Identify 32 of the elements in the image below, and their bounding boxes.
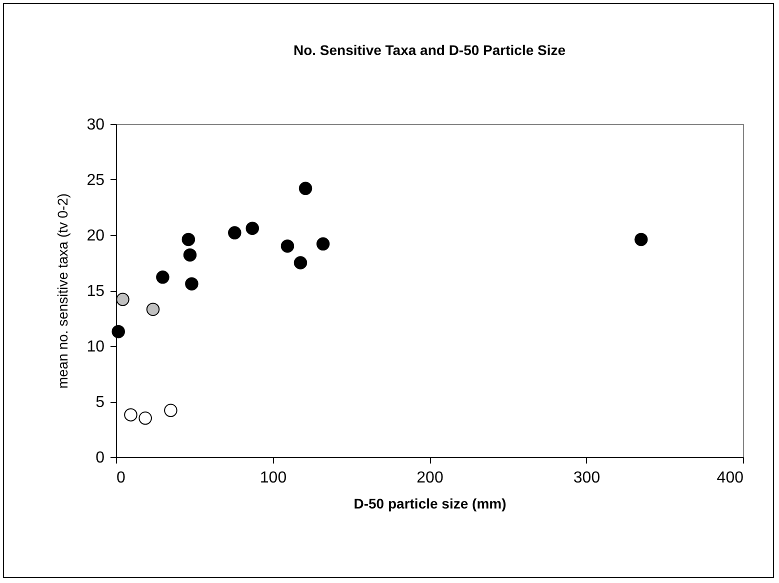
- x-tick-label: 200: [416, 470, 444, 486]
- x-axis-title: D-50 particle size (mm): [354, 496, 506, 512]
- chart-title: No. Sensitive Taxa and D-50 Particle Size: [293, 42, 566, 58]
- point: [112, 324, 125, 338]
- y-tick-label: 15: [86, 283, 105, 300]
- point: [294, 256, 308, 270]
- point: [138, 412, 152, 425]
- y-tick-label: 30: [86, 116, 105, 134]
- point: [246, 222, 259, 235]
- y-tick-label: 5: [96, 394, 105, 411]
- point: [634, 232, 648, 246]
- point: [298, 182, 312, 195]
- point: [182, 232, 196, 246]
- x-tick-label: 0: [116, 470, 126, 486]
- point: [164, 404, 178, 417]
- point: [146, 302, 160, 316]
- point: [124, 408, 138, 422]
- x-tick-label: 300: [573, 470, 600, 486]
- point: [156, 270, 170, 284]
- point: [228, 226, 242, 240]
- point: [185, 277, 198, 290]
- y-tick-label: 0: [96, 450, 105, 466]
- x-tick-label: 100: [260, 470, 287, 486]
- point: [316, 237, 330, 250]
- point: [116, 292, 130, 306]
- y-tick-label: 25: [86, 172, 105, 189]
- point: [280, 239, 294, 253]
- x-tick-label: 400: [716, 470, 744, 486]
- y-axis-title: mean no. sensitive taxa (tv 0-2): [54, 193, 71, 389]
- point: [183, 248, 197, 262]
- y-tick-label: 20: [86, 228, 105, 244]
- y-tick-label: 10: [86, 338, 105, 356]
